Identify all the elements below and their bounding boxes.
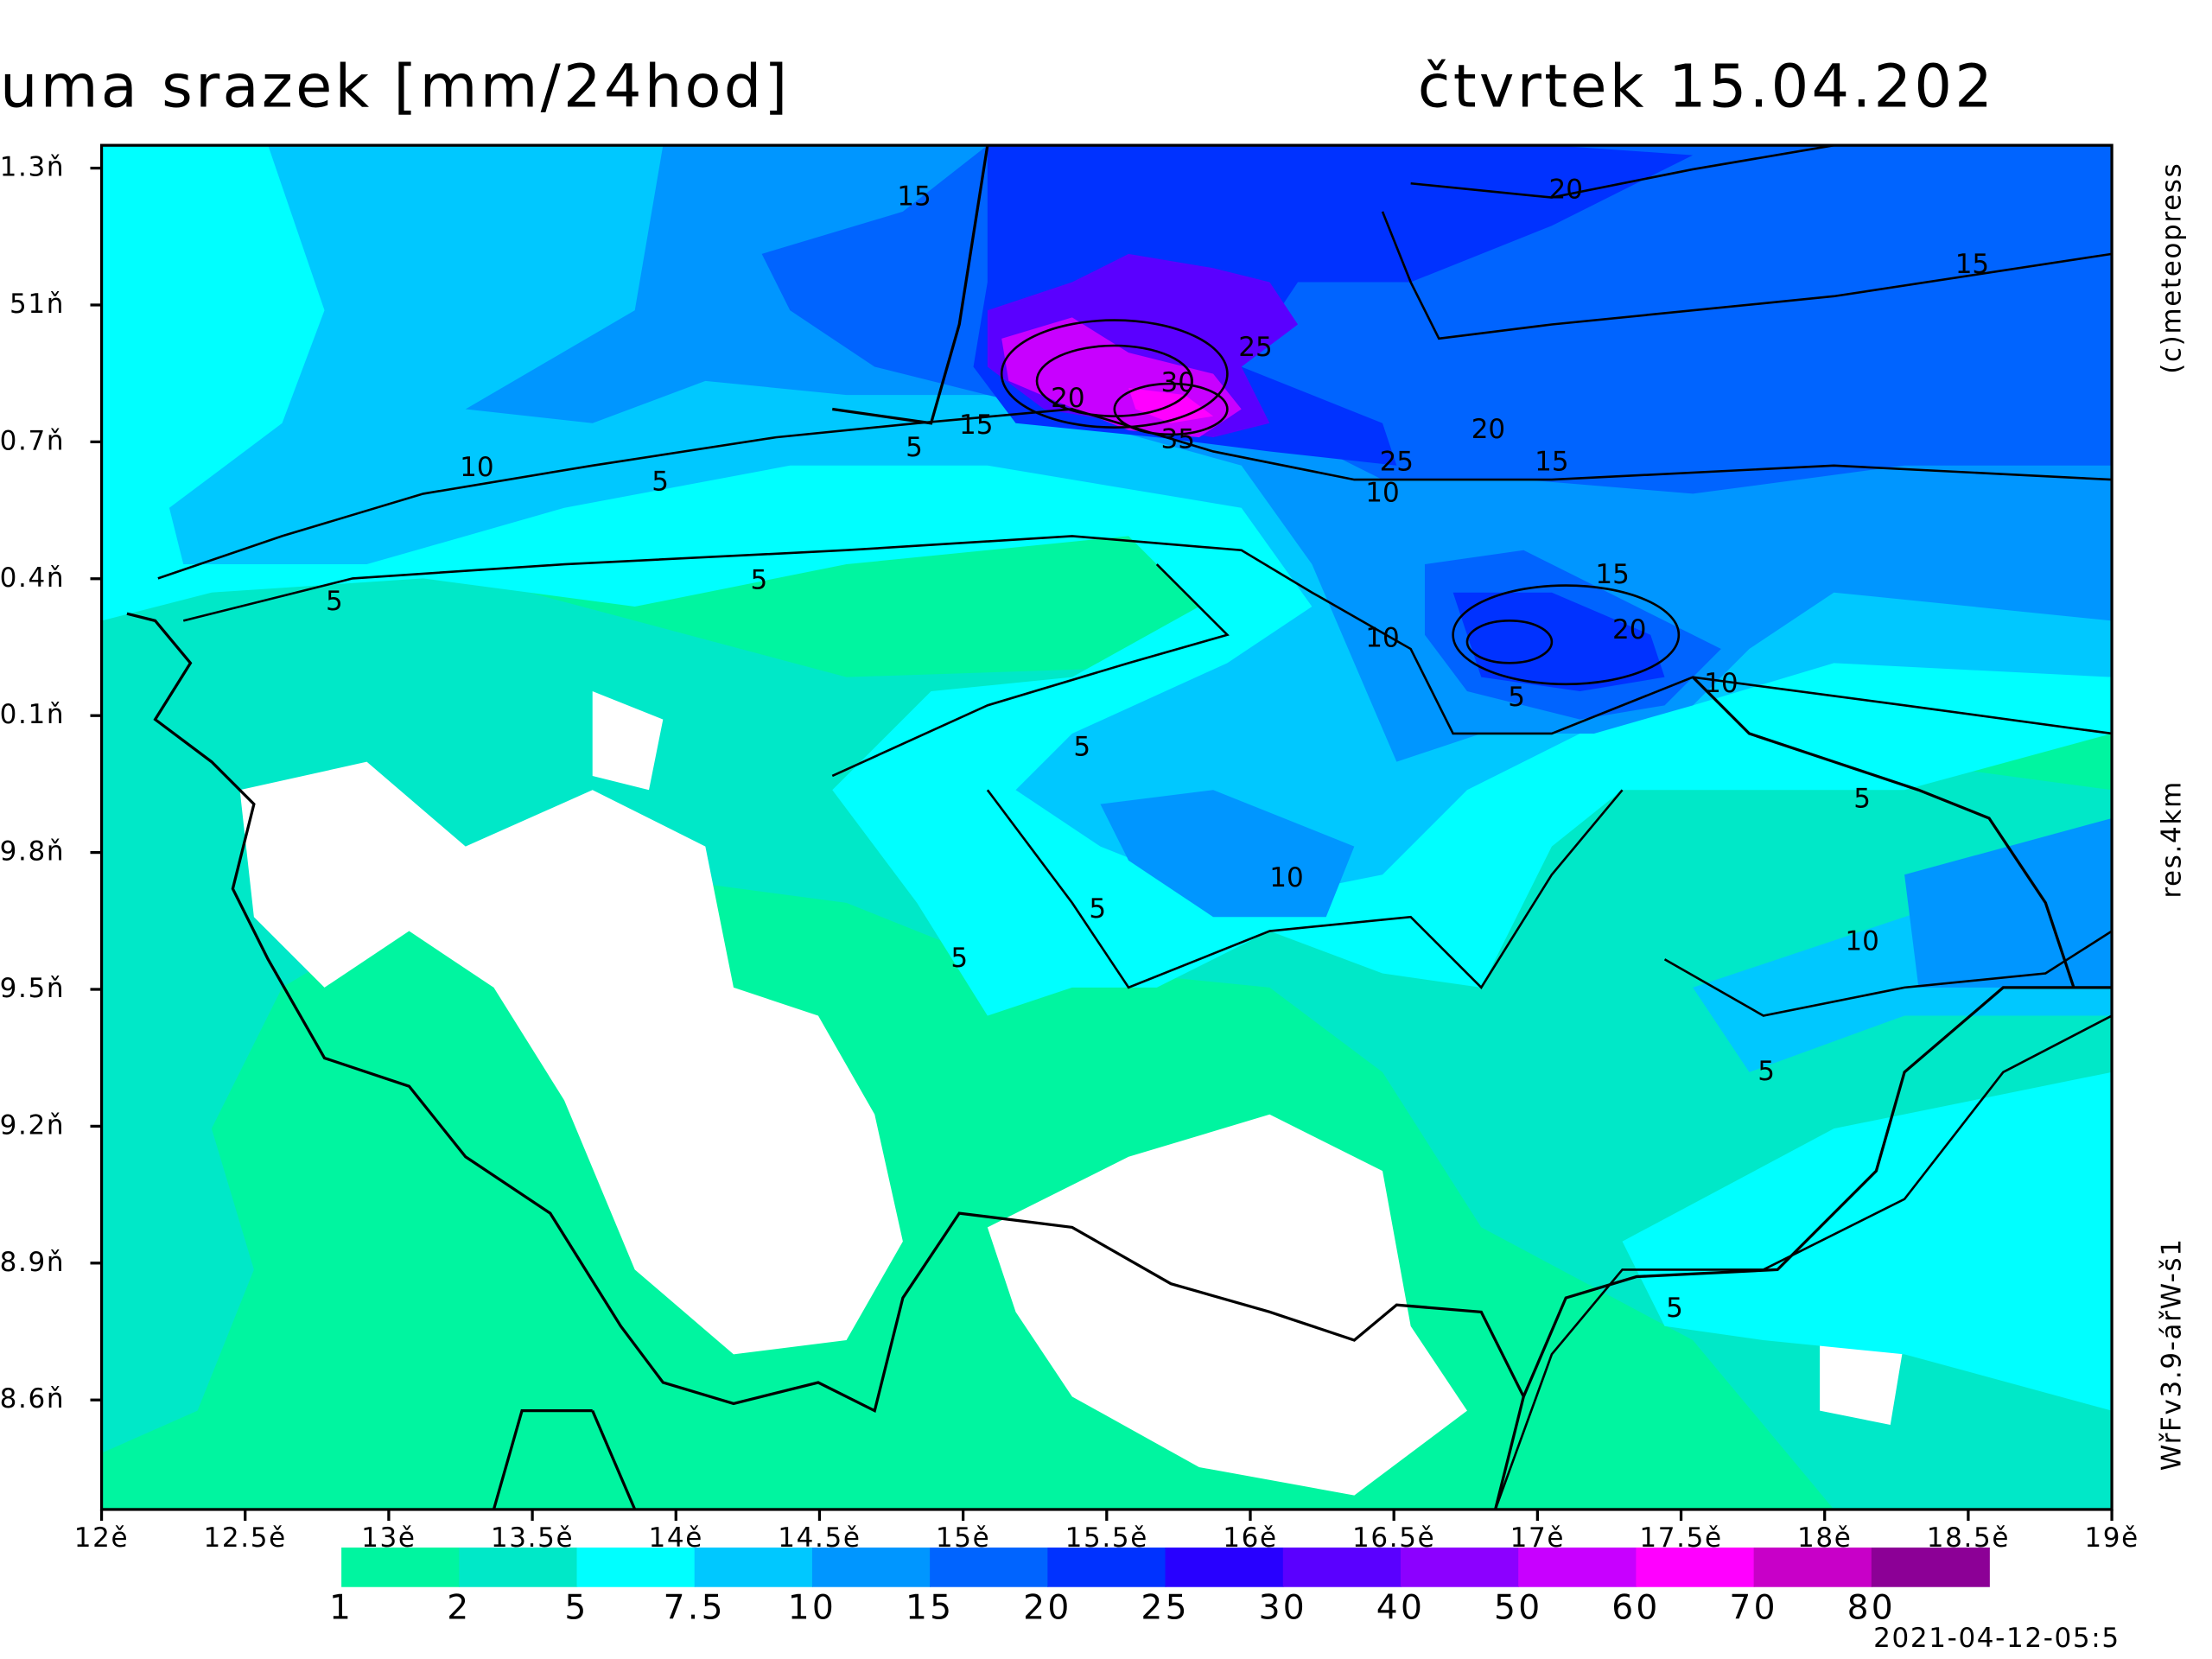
model: WřFv3.9-ářW-š1 <box>2156 1237 2187 1471</box>
contour-label: 10 <box>460 452 493 483</box>
colorbar-box <box>1518 1548 1637 1587</box>
contour-label: 5 <box>1089 893 1106 925</box>
colorbar-label: 50 <box>1494 1588 1542 1627</box>
contour-label: 20 <box>1612 614 1646 645</box>
colorbar-label: 10 <box>788 1588 836 1627</box>
contour-label: 5 <box>1073 731 1090 762</box>
contour-label: 5 <box>1508 682 1525 713</box>
contour-label: 5 <box>1853 784 1871 815</box>
contour-label: 5 <box>1666 1293 1683 1324</box>
colorbar-box <box>1282 1548 1402 1587</box>
y-tick-label: 1.3ň <box>0 152 65 183</box>
contour-label: 35 <box>1161 423 1195 454</box>
contour-label: 20 <box>1051 383 1084 414</box>
colorbar-box <box>1047 1548 1166 1587</box>
y-tick-label: 8.6ň <box>0 1383 65 1414</box>
contour-label: 10 <box>1704 668 1738 699</box>
colorbar-box <box>341 1548 461 1587</box>
y-tick-label: 9.5ň <box>0 973 65 1004</box>
contour-label: 5 <box>652 466 669 497</box>
contour-label: 5 <box>950 943 968 974</box>
colorbar-label: 5 <box>564 1588 588 1627</box>
contour-label: 20 <box>1471 414 1505 445</box>
y-tick-label: 0.7ň <box>0 425 65 456</box>
colorbar-label: 70 <box>1729 1588 1777 1627</box>
colorbar-label: 15 <box>906 1588 954 1627</box>
x-tick-label: 19ě <box>2084 1522 2139 1554</box>
contour-label: 5 <box>906 432 923 463</box>
contour-label: 15 <box>1535 447 1568 478</box>
colorbar: 1 2 5 7.5 10 15 20 25 30 40 50 60 70 80 <box>329 1548 1990 1627</box>
y-tick-label: 9.8ň <box>0 836 65 868</box>
run-time: 2021-04-12-05:5 <box>1873 1623 2120 1654</box>
credit: (c)meteopress <box>2156 162 2187 374</box>
y-tick-label: 51ň <box>10 289 65 320</box>
y-tick-label: 0.4ň <box>0 563 65 594</box>
contour-label: 25 <box>1238 332 1272 363</box>
contour-label: 25 <box>1380 447 1414 478</box>
contour-label: 10 <box>1269 862 1303 893</box>
title: uma srazek [mm/24hod] <box>0 53 791 122</box>
colorbar-box <box>1400 1548 1520 1587</box>
contour-label: 5 <box>326 586 343 617</box>
contours <box>157 145 2113 1510</box>
y-tick-label: 0.1ň <box>0 699 65 730</box>
colorbar-box <box>459 1548 578 1587</box>
contour-label: 10 <box>1845 926 1878 957</box>
colorbar-box <box>1636 1548 1755 1587</box>
colorbar-box <box>1165 1548 1284 1587</box>
resolution: res.4km <box>2156 780 2187 899</box>
contour-label: 15 <box>959 410 993 441</box>
colorbar-label: 25 <box>1141 1588 1189 1627</box>
colorbar-label: 30 <box>1259 1588 1307 1627</box>
colorbar-label: 2 <box>447 1588 471 1627</box>
contour-label: 20 <box>1549 174 1583 205</box>
colorbar-box <box>576 1548 696 1587</box>
colorbar-box <box>930 1548 1049 1587</box>
colorbar-label: 1 <box>329 1588 353 1627</box>
colorbar-label: 20 <box>1023 1588 1071 1627</box>
colorbar-box <box>694 1548 813 1587</box>
contour-label: 15 <box>897 181 931 213</box>
colorbar-label: 40 <box>1376 1588 1425 1627</box>
field-dry <box>239 691 1905 1496</box>
colorbar-label: 80 <box>1847 1588 1896 1627</box>
y-tick-label: 9.2ň <box>0 1109 65 1141</box>
x-tick-label: 12.5ě <box>204 1522 287 1554</box>
colorbar-box <box>1753 1548 1872 1587</box>
x-tick-label: 12ě <box>74 1522 129 1554</box>
contour-label: 15 <box>1595 559 1629 590</box>
borders <box>126 145 2113 1510</box>
precip-field <box>101 145 2113 1510</box>
contour-label: 10 <box>1365 477 1399 508</box>
contour-label: 30 <box>1161 367 1195 398</box>
date: čtvrtek 15.04.202 <box>1418 53 1995 122</box>
contour-label: 15 <box>1955 249 1989 280</box>
contour-label: 10 <box>1365 623 1399 654</box>
colorbar-label: 7.5 <box>664 1588 726 1627</box>
colorbar-box <box>811 1548 931 1587</box>
contour-label: 5 <box>1758 1056 1775 1087</box>
y-tick-label: 8.9ň <box>0 1247 65 1278</box>
colorbar-box <box>1871 1548 1990 1587</box>
colorbar-label: 60 <box>1611 1588 1660 1627</box>
contour-label: 5 <box>751 565 768 596</box>
